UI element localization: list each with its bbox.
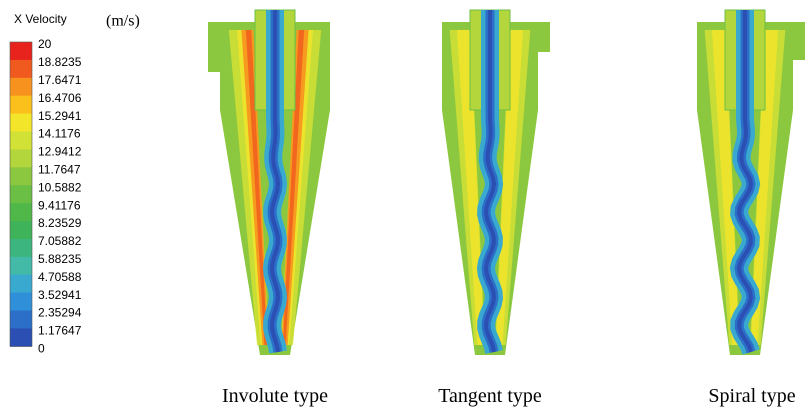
- panels: [208, 10, 805, 355]
- colorbar-label: 5.88235: [38, 252, 82, 266]
- inlet: [536, 22, 550, 52]
- colorbar-swatch: [10, 221, 32, 239]
- colorbar-swatch: [10, 185, 32, 203]
- colorbar-label: 3.52941: [38, 288, 82, 302]
- colorbar-swatch: [10, 42, 32, 60]
- panel-label: Spiral type: [708, 385, 795, 407]
- colorbar-swatch: [10, 167, 32, 185]
- figure: X Velocity (m/s) 20 18.8235 17.6471 16.4706…: [0, 0, 812, 415]
- colorbar-swatch: [10, 149, 32, 167]
- colorbar: 20 18.8235 17.6471 16.4706 15.2941 14.1176 12.…: [10, 37, 82, 355]
- colorbar-label: 10.5882: [38, 180, 82, 194]
- panel-label: Tangent type: [438, 385, 542, 407]
- cyclone: [442, 10, 550, 355]
- legend-title: X Velocity: [14, 12, 67, 26]
- colorbar-label: 4.70588: [38, 270, 82, 284]
- colorbar-label: 2.35294: [38, 306, 82, 320]
- panel-label: Involute type: [222, 385, 328, 407]
- cyclone: [208, 10, 330, 355]
- colorbar-label: 11.7647: [38, 162, 81, 176]
- colorbar-label: 7.05882: [38, 234, 82, 248]
- colorbar-label: 18.8235: [38, 55, 82, 69]
- colorbar-label: 16.4706: [38, 91, 82, 105]
- colorbar-label: 9.41176: [38, 198, 81, 212]
- colorbar-swatch: [10, 96, 32, 114]
- cyclone: [697, 10, 805, 355]
- colorbar-swatch: [10, 132, 32, 150]
- colorbar-swatch: [10, 60, 32, 78]
- colorbar-label: 8.23529: [38, 216, 82, 230]
- colorbar-swatch: [10, 78, 32, 96]
- colorbar-label: 12.9412: [38, 145, 82, 159]
- colorbar-swatch: [10, 239, 32, 257]
- colorbar-label: 14.1176: [38, 127, 81, 141]
- inlet: [208, 22, 222, 72]
- colorbar-label: 20: [38, 37, 52, 51]
- colorbar-label: 0: [38, 341, 45, 355]
- legend-unit: (m/s): [106, 13, 140, 30]
- colorbar-swatch: [10, 275, 32, 293]
- colorbar-swatch: [10, 114, 32, 132]
- colorbar-label: 17.6471: [38, 73, 82, 87]
- colorbar-label: 1.17647: [38, 324, 82, 338]
- colorbar-swatch: [10, 203, 32, 221]
- colorbar-swatch: [10, 293, 32, 311]
- colorbar-label: 15.2941: [38, 109, 82, 123]
- inlet: [791, 22, 805, 60]
- colorbar-swatch: [10, 311, 32, 329]
- colorbar-swatch: [10, 328, 32, 346]
- colorbar-swatch: [10, 257, 32, 275]
